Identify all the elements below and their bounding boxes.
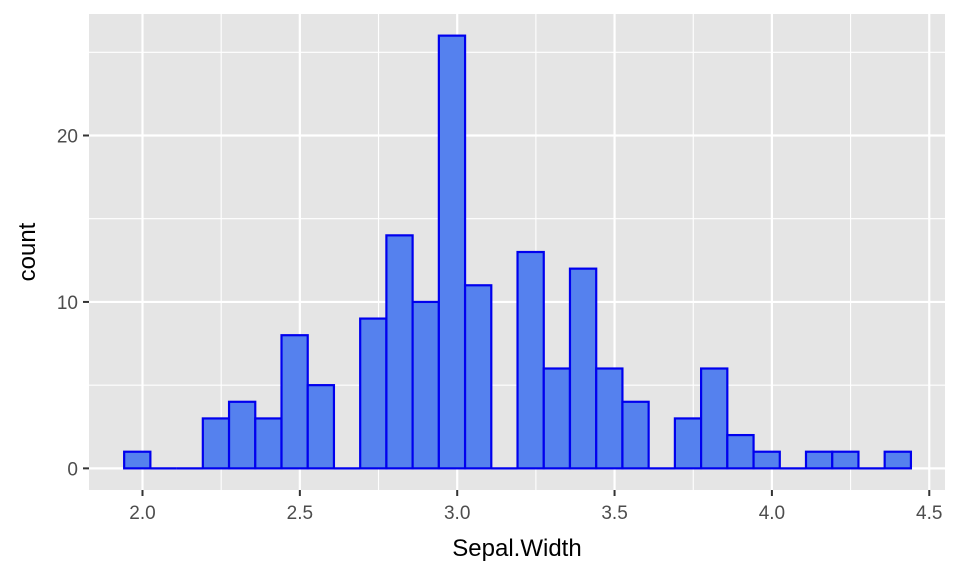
histogram-bar (516, 250, 545, 470)
x-tick-label: 4.5 (916, 503, 942, 524)
x-tick-label: 4.0 (759, 503, 785, 524)
histogram-bar (673, 417, 703, 470)
histogram-bar (359, 317, 388, 470)
y-tick-label: 10 (57, 293, 78, 314)
histogram-bar (201, 417, 231, 470)
histogram-bar (804, 450, 834, 470)
histogram-bar (542, 367, 572, 470)
histogram-bar (385, 234, 414, 470)
histogram-bar (568, 267, 598, 470)
histogram-bar (280, 334, 309, 470)
histogram-bar (306, 384, 336, 470)
y-tick-label: 20 (57, 126, 78, 147)
histogram-bar (752, 450, 781, 470)
x-axis: 2.0 2.5 3.0 3.5 4.0 4.5 (129, 490, 942, 524)
histogram-bar (463, 284, 493, 470)
histogram-bars (123, 34, 913, 470)
x-axis-title: Sepal.Width (452, 535, 581, 562)
x-tick-label: 3.5 (601, 503, 627, 524)
histogram-bar (621, 400, 650, 470)
histogram-bar (254, 417, 283, 470)
histogram-bar (411, 300, 440, 470)
y-axis-title: count (14, 222, 41, 281)
histogram-bar (123, 450, 152, 470)
histogram-bar (595, 367, 624, 470)
histogram-bar (437, 34, 467, 470)
histogram-bar (726, 433, 755, 470)
histogram-bar (883, 450, 913, 470)
x-tick-label: 2.5 (287, 503, 313, 524)
y-tick-label: 0 (67, 459, 78, 480)
x-tick-label: 3.0 (444, 503, 470, 524)
y-axis: 0 10 20 (57, 126, 89, 480)
x-tick-label: 2.0 (129, 503, 155, 524)
histogram-bar (227, 400, 257, 470)
histogram-bar (700, 367, 729, 470)
histogram-bar (831, 450, 860, 470)
